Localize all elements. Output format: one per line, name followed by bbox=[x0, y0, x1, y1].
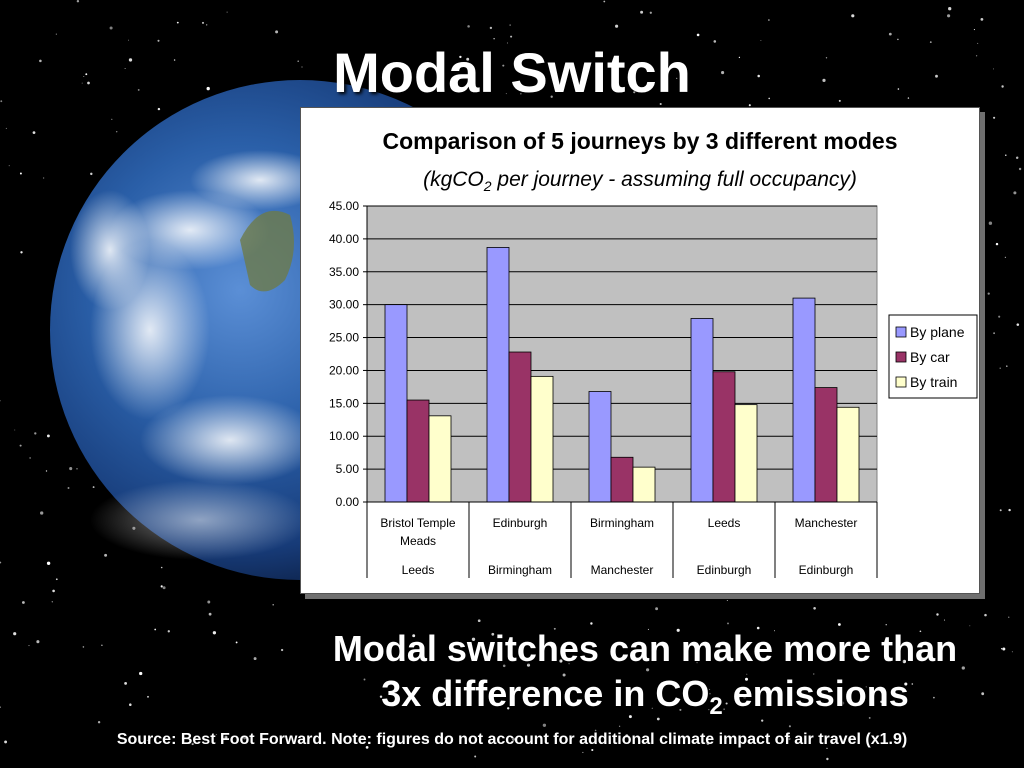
bar bbox=[814, 387, 838, 503]
caption-line-2-sub: 2 bbox=[709, 693, 723, 721]
x-category-label: Birmingham bbox=[590, 516, 654, 530]
slide-title: Modal Switch bbox=[333, 41, 691, 104]
legend-label: By car bbox=[910, 349, 950, 365]
y-tick-label: 10.00 bbox=[329, 429, 359, 443]
bar bbox=[384, 304, 408, 503]
y-tick-label: 5.00 bbox=[336, 462, 360, 476]
y-tick-label: 20.00 bbox=[329, 363, 359, 377]
bar bbox=[588, 391, 612, 503]
bar bbox=[508, 351, 532, 503]
legend-swatch bbox=[895, 326, 907, 338]
y-tick-label: 30.00 bbox=[329, 298, 359, 312]
x-category-sublabel: Edinburgh bbox=[697, 563, 752, 577]
chart-subtitle-post: per journey - assuming full occupancy) bbox=[491, 168, 857, 191]
bar-chart: 0.00 5.00 10.00 15.00 20.00 25.00 30.00 35.00 40… bbox=[329, 199, 978, 578]
caption-line-2: 3x difference in CO2 emissions bbox=[270, 671, 1020, 729]
caption-line-2-pre: 3x difference in CO bbox=[381, 673, 710, 714]
plot-area bbox=[366, 205, 878, 503]
y-tick-label: 35.00 bbox=[329, 265, 359, 279]
bar bbox=[734, 404, 758, 503]
y-tick-label: 0.00 bbox=[336, 495, 360, 509]
bar bbox=[406, 399, 430, 503]
source-note: Source: Best Foot Forward. Note: figures… bbox=[116, 731, 908, 748]
legend-swatch bbox=[895, 376, 907, 388]
chart-subtitle: (kgCO2 per journey - assuming full occup… bbox=[301, 168, 979, 194]
x-category-label: Meads bbox=[400, 534, 436, 548]
x-category-sublabel: Manchester bbox=[591, 563, 654, 577]
x-category-sublabel: Leeds bbox=[402, 563, 435, 577]
y-tick-label: 15.00 bbox=[329, 396, 359, 410]
y-tick-label: 45.00 bbox=[329, 199, 359, 213]
x-category-label: Bristol Temple bbox=[380, 516, 455, 530]
x-category-label: Manchester bbox=[795, 516, 858, 530]
caption-line-1: Modal switches can make more than bbox=[332, 628, 958, 669]
bar bbox=[486, 247, 510, 503]
bar bbox=[690, 318, 714, 503]
bar bbox=[792, 297, 816, 503]
legend-label: By train bbox=[910, 374, 957, 390]
bar bbox=[428, 415, 452, 503]
legend-swatch bbox=[895, 351, 907, 363]
bar bbox=[610, 456, 634, 503]
x-category-label: Edinburgh bbox=[493, 516, 548, 530]
slide-caption: Modal switches can make more than 3x dif… bbox=[270, 626, 1020, 729]
chart-panel: Comparison of 5 journeys by 3 different … bbox=[300, 107, 980, 594]
x-category-sublabel: Edinburgh bbox=[799, 563, 854, 577]
y-tick-label: 25.00 bbox=[329, 331, 359, 345]
bar bbox=[712, 371, 736, 503]
bar bbox=[530, 375, 554, 503]
legend-label: By plane bbox=[910, 324, 965, 340]
bar bbox=[836, 406, 860, 503]
chart-subtitle-sub: 2 bbox=[483, 178, 492, 195]
x-category-sublabel: Birmingham bbox=[488, 563, 552, 577]
x-category-label: Leeds bbox=[708, 516, 741, 530]
bar bbox=[632, 466, 656, 503]
y-tick-label: 40.00 bbox=[329, 232, 359, 246]
chart-title: Comparison of 5 journeys by 3 different … bbox=[382, 128, 898, 154]
caption-line-2-post: emissions bbox=[722, 673, 909, 714]
chart-subtitle-pre: (kgCO bbox=[423, 168, 484, 191]
